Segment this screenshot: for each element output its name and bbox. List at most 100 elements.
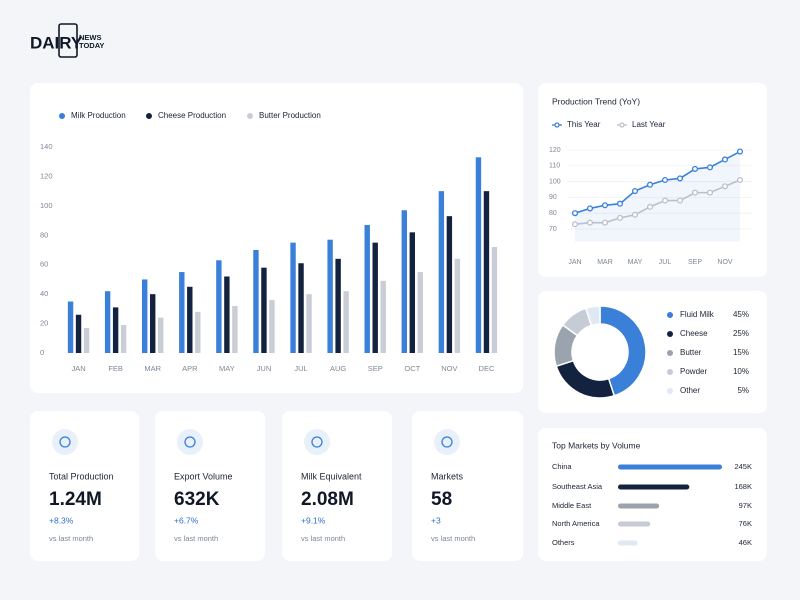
trend-title: Production Trend (YoY) — [552, 96, 640, 106]
bar — [290, 242, 296, 353]
kpi-change: +9.1% — [301, 515, 326, 525]
legend-swatch — [59, 113, 65, 119]
legend-swatch — [667, 350, 673, 356]
markets-card — [538, 428, 767, 561]
legend-swatch — [667, 388, 673, 394]
value-label: 168K — [734, 482, 752, 491]
legend-swatch-dot — [619, 122, 625, 128]
y-tick-label: 120 — [549, 147, 561, 154]
point — [646, 203, 654, 210]
x-tick-label: JUL — [659, 259, 672, 266]
bar — [224, 276, 230, 353]
bar — [618, 484, 690, 490]
y-tick-label: 100 — [40, 201, 53, 210]
kpi-note: vs last month — [431, 534, 475, 543]
kpi-title: Markets — [431, 471, 464, 481]
donut-slice — [584, 305, 601, 327]
category-label: North America — [552, 519, 600, 528]
brand-line2: TODAY — [79, 41, 104, 50]
brand-line1: NEWS — [79, 33, 102, 42]
legend-swatch-dot — [554, 122, 560, 128]
legend-swatch — [146, 113, 152, 119]
category-label: Middle East — [552, 501, 592, 510]
legend-label: Powder — [680, 367, 707, 376]
point — [661, 197, 669, 204]
kpi-change: +6.7% — [174, 515, 199, 525]
point — [586, 205, 594, 212]
kpi-value: 58 — [431, 489, 452, 510]
point — [601, 219, 609, 226]
bar — [343, 291, 349, 353]
x-tick-label: NOV — [441, 364, 457, 373]
bar — [364, 224, 370, 353]
value-label: 46K — [739, 538, 752, 547]
value-label: 97K — [739, 501, 752, 510]
x-tick-label: DEC — [479, 364, 495, 373]
bar — [335, 258, 341, 353]
x-tick-label: JAN — [568, 259, 581, 266]
y-tick-label: 20 — [40, 319, 48, 328]
legend-label: This Year — [567, 120, 601, 129]
bar — [216, 260, 222, 353]
bar — [618, 521, 651, 527]
point — [691, 189, 699, 196]
brand-name: DAIRY — [30, 33, 83, 52]
bar — [327, 239, 333, 353]
kpi-icon-glyph — [441, 436, 453, 448]
kpi-title: Milk Equivalent — [301, 471, 362, 481]
point — [676, 197, 684, 204]
point — [661, 176, 669, 184]
legend-label: Cheese — [680, 329, 708, 338]
point — [676, 175, 684, 182]
legend-label: Butter Production — [259, 111, 321, 120]
y-tick-label: 120 — [40, 171, 53, 180]
bar — [483, 191, 490, 353]
legend-label: Last Year — [632, 120, 666, 129]
kpi-icon — [434, 429, 460, 455]
point — [571, 221, 579, 228]
category-label: Others — [552, 538, 575, 547]
bar — [83, 327, 90, 353]
bar — [253, 250, 259, 353]
bar — [104, 291, 111, 353]
value-label: 5% — [737, 386, 749, 395]
y-tick-label: 80 — [549, 210, 557, 217]
value-label: 245K — [734, 462, 752, 471]
kpi-icon — [52, 429, 78, 455]
point — [616, 200, 624, 207]
category-label: China — [552, 462, 572, 471]
point — [631, 211, 639, 218]
bar — [298, 263, 304, 353]
point — [691, 165, 699, 172]
bar — [261, 267, 267, 353]
kpi-title: Export Volume — [174, 471, 233, 481]
point — [586, 219, 594, 226]
value-label: 76K — [739, 519, 752, 528]
bar — [417, 272, 423, 353]
y-tick-label: 70 — [549, 226, 557, 233]
legend-swatch — [667, 312, 673, 318]
x-tick-label: MAY — [219, 364, 235, 373]
kpi-value: 632K — [174, 489, 220, 510]
point — [706, 189, 714, 196]
x-tick-label: MAR — [144, 364, 161, 373]
bar — [618, 540, 638, 546]
x-tick-label: JUL — [294, 364, 307, 373]
legend-label: Butter — [680, 348, 702, 357]
kpi-icon-glyph — [311, 436, 323, 448]
bar — [120, 325, 127, 353]
point — [616, 214, 624, 221]
legend-swatch — [667, 331, 673, 337]
y-tick-label: 100 — [549, 178, 561, 185]
x-tick-label: MAY — [628, 259, 643, 266]
bar — [372, 242, 378, 353]
point — [736, 148, 744, 155]
value-label: 25% — [733, 329, 749, 338]
kpi-change: +3 — [431, 515, 441, 525]
y-tick-label: 60 — [40, 260, 48, 269]
legend-swatch — [667, 369, 673, 375]
bar — [475, 157, 482, 353]
bar — [446, 216, 453, 353]
kpi-note: vs last month — [301, 534, 345, 543]
